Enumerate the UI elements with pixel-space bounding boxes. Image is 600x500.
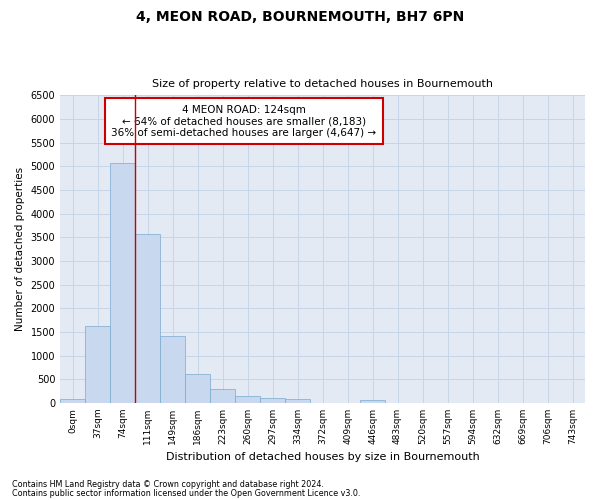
Text: Contains HM Land Registry data © Crown copyright and database right 2024.: Contains HM Land Registry data © Crown c… [12,480,324,489]
Bar [160,336,185,403]
Bar [110,164,135,403]
Bar [210,388,235,403]
Bar [60,400,85,403]
Y-axis label: Number of detached properties: Number of detached properties [15,167,25,331]
Text: 4, MEON ROAD, BOURNEMOUTH, BH7 6PN: 4, MEON ROAD, BOURNEMOUTH, BH7 6PN [136,10,464,24]
Text: 4 MEON ROAD: 124sqm
← 64% of detached houses are smaller (8,183)
36% of semi-det: 4 MEON ROAD: 124sqm ← 64% of detached ho… [111,104,376,138]
Bar [85,326,110,403]
Bar [185,374,210,403]
Bar [285,399,310,403]
Bar [360,400,385,403]
X-axis label: Distribution of detached houses by size in Bournemouth: Distribution of detached houses by size … [166,452,479,462]
Text: Contains public sector information licensed under the Open Government Licence v3: Contains public sector information licen… [12,489,361,498]
Bar [235,396,260,403]
Bar [260,398,285,403]
Bar [135,234,160,403]
Title: Size of property relative to detached houses in Bournemouth: Size of property relative to detached ho… [152,79,493,89]
